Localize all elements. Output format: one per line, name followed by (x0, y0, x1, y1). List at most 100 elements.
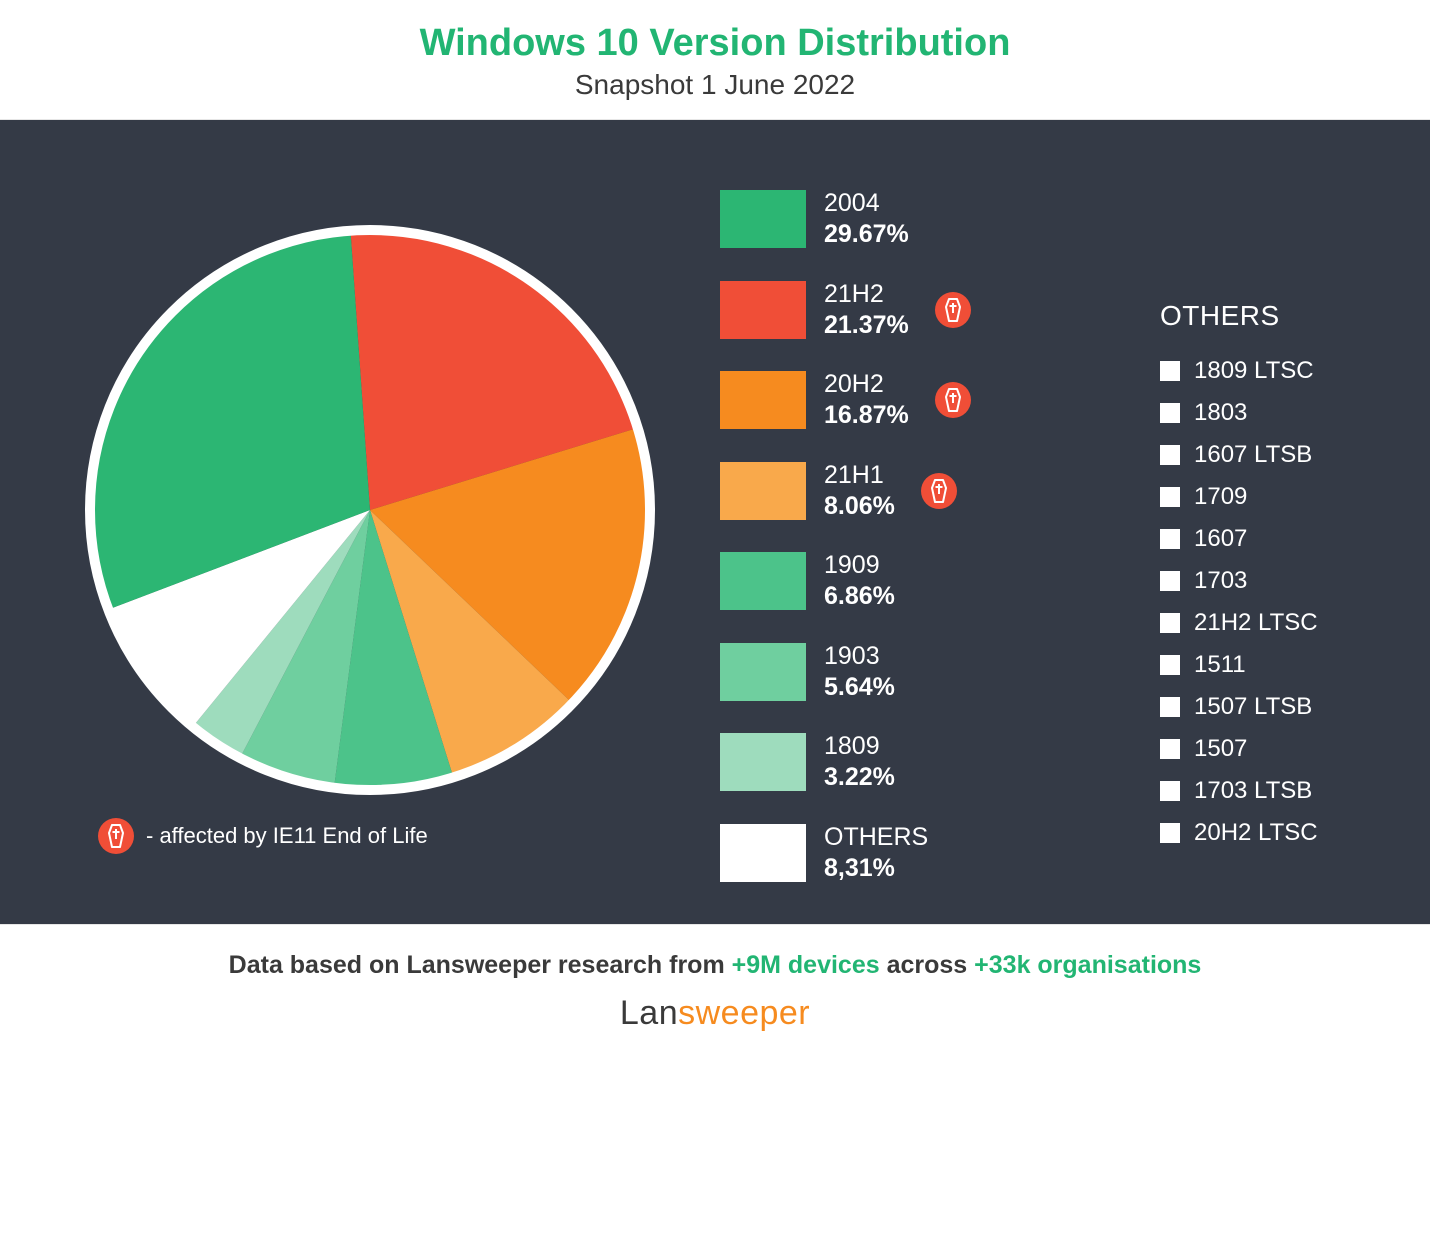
legend-value: 29.67% (824, 219, 909, 250)
square-bullet-icon (1160, 571, 1180, 591)
footnote-text: - affected by IE11 End of Life (146, 823, 428, 849)
legend-value: 16.87% (824, 400, 909, 431)
others-item: 21H2 LTSC (1160, 602, 1380, 644)
legend-swatch (720, 462, 806, 520)
legend-value: 21.37% (824, 310, 909, 341)
chart-area: - affected by IE11 End of Life 200429.67… (0, 120, 1430, 924)
others-list: 1809 LTSC 1803 1607 LTSB 1709 1607 1703 21H2 L… (1160, 350, 1380, 854)
legend: 200429.67% 21H221.37% 20H216.87% 21H18.06… (720, 180, 1100, 884)
others-item-label: 21H2 LTSC (1194, 609, 1318, 637)
pie-chart (80, 220, 660, 800)
legend-text: 19035.64% (824, 641, 895, 704)
others-item-label: 1511 (1194, 651, 1246, 679)
legend-swatch (720, 733, 806, 791)
legend-text: 21H221.37% (824, 279, 909, 342)
legend-text: 19096.86% (824, 550, 895, 613)
legend-text: 18093.22% (824, 731, 895, 794)
square-bullet-icon (1160, 487, 1180, 507)
legend-label: 21H2 (824, 279, 909, 310)
others-item-label: 1607 LTSB (1194, 441, 1312, 469)
legend-value: 6.86% (824, 581, 895, 612)
square-bullet-icon (1160, 403, 1180, 423)
legend-value: 5.64% (824, 672, 895, 703)
others-title: OTHERS (1160, 300, 1380, 332)
others-item-label: 1607 (1194, 525, 1247, 553)
others-item-label: 1703 LTSB (1194, 777, 1312, 805)
others-item-label: 1809 LTSC (1194, 357, 1314, 385)
legend-swatch (720, 281, 806, 339)
others-item: 1809 LTSC (1160, 350, 1380, 392)
brand-part2: sweeper (678, 994, 810, 1032)
others-item: 1607 (1160, 518, 1380, 560)
credit-mid: across (880, 951, 975, 979)
others-item: 1803 (1160, 392, 1380, 434)
square-bullet-icon (1160, 361, 1180, 381)
legend-text: 21H18.06% (824, 460, 895, 523)
square-bullet-icon (1160, 613, 1180, 633)
legend-item-20H2: 20H216.87% (720, 369, 1100, 432)
credit-orgs: +33k organisations (974, 951, 1201, 979)
coffin-icon (935, 382, 971, 418)
legend-text: OTHERS8,31% (824, 822, 928, 885)
legend-value: 8.06% (824, 491, 895, 522)
others-item: 1507 LTSB (1160, 686, 1380, 728)
legend-item-21H1: 21H18.06% (720, 460, 1100, 523)
coffin-icon (935, 292, 971, 328)
header: Windows 10 Version Distribution Snapshot… (0, 0, 1430, 120)
chart-subtitle: Snapshot 1 June 2022 (0, 69, 1430, 101)
square-bullet-icon (1160, 697, 1180, 717)
legend-item-1903: 19035.64% (720, 641, 1100, 704)
pie-column: - affected by IE11 End of Life (50, 180, 690, 884)
others-column: OTHERS 1809 LTSC 1803 1607 LTSB 1709 1607 170… (1130, 180, 1380, 884)
others-item: 1709 (1160, 476, 1380, 518)
infographic-container: Windows 10 Version Distribution Snapshot… (0, 0, 1430, 1051)
legend-item-21H2: 21H221.37% (720, 279, 1100, 342)
others-item-label: 1507 (1194, 735, 1247, 763)
legend-item-2004: 200429.67% (720, 188, 1100, 251)
legend-label: 1909 (824, 550, 895, 581)
coffin-icon (921, 473, 957, 509)
legend-item-OTHERS: OTHERS8,31% (720, 822, 1100, 885)
legend-item-1909: 19096.86% (720, 550, 1100, 613)
others-item: 1703 LTSB (1160, 770, 1380, 812)
others-item-label: 1507 LTSB (1194, 693, 1312, 721)
legend-text: 200429.67% (824, 188, 909, 251)
others-item: 1703 (1160, 560, 1380, 602)
footnote: - affected by IE11 End of Life (90, 818, 428, 854)
coffin-icon (98, 818, 134, 854)
legend-label: 2004 (824, 188, 909, 219)
legend-swatch (720, 371, 806, 429)
credit-prefix: Data based on Lansweeper research from (229, 951, 732, 979)
legend-value: 8,31% (824, 853, 928, 884)
square-bullet-icon (1160, 781, 1180, 801)
legend-swatch (720, 190, 806, 248)
square-bullet-icon (1160, 529, 1180, 549)
legend-swatch (720, 643, 806, 701)
legend-label: 20H2 (824, 369, 909, 400)
brand-logo: Lansweeper (0, 994, 1430, 1033)
legend-label: OTHERS (824, 822, 928, 853)
legend-label: 1809 (824, 731, 895, 762)
others-item: 20H2 LTSC (1160, 812, 1380, 854)
square-bullet-icon (1160, 655, 1180, 675)
others-item-label: 20H2 LTSC (1194, 819, 1318, 847)
legend-label: 21H1 (824, 460, 895, 491)
square-bullet-icon (1160, 445, 1180, 465)
others-item-label: 1709 (1194, 483, 1247, 511)
brand-part1: Lan (620, 994, 678, 1032)
legend-swatch (720, 552, 806, 610)
legend-swatch (720, 824, 806, 882)
others-item-label: 1703 (1194, 567, 1247, 595)
square-bullet-icon (1160, 823, 1180, 843)
chart-title: Windows 10 Version Distribution (0, 22, 1430, 65)
legend-item-1809: 18093.22% (720, 731, 1100, 794)
legend-label: 1903 (824, 641, 895, 672)
legend-text: 20H216.87% (824, 369, 909, 432)
others-item-label: 1803 (1194, 399, 1247, 427)
others-item: 1507 (1160, 728, 1380, 770)
footer: Data based on Lansweeper research from +… (0, 924, 1430, 1051)
others-item: 1607 LTSB (1160, 434, 1380, 476)
others-item: 1511 (1160, 644, 1380, 686)
legend-value: 3.22% (824, 762, 895, 793)
square-bullet-icon (1160, 739, 1180, 759)
